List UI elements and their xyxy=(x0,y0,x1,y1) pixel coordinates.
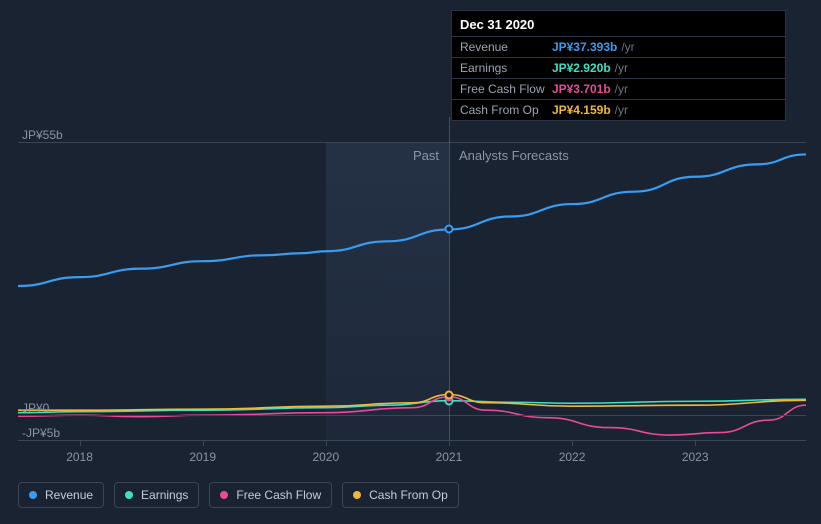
legend-dot-icon xyxy=(220,491,228,499)
legend-label: Earnings xyxy=(141,488,188,502)
tooltip-row-cfo: Cash From OpJP¥4.159b/yr xyxy=(452,99,785,120)
legend-dot-icon xyxy=(125,491,133,499)
tooltip-label: Revenue xyxy=(460,40,552,54)
legend-item-fcf[interactable]: Free Cash Flow xyxy=(209,482,332,508)
legend: Revenue Earnings Free Cash Flow Cash From O… xyxy=(18,482,459,508)
tooltip-unit: /yr xyxy=(615,61,628,75)
x-axis-label: 2023 xyxy=(682,450,709,464)
tooltip-row-revenue: RevenueJP¥37.393b/yr xyxy=(452,36,785,57)
x-tick-mark xyxy=(203,440,204,446)
x-axis-label: 2022 xyxy=(559,450,586,464)
tooltip-value: JP¥4.159b xyxy=(552,103,611,117)
tooltip-value: JP¥37.393b xyxy=(552,40,617,54)
legend-item-revenue[interactable]: Revenue xyxy=(18,482,104,508)
tooltip-value: JP¥3.701b xyxy=(552,82,611,96)
legend-item-earnings[interactable]: Earnings xyxy=(114,482,199,508)
x-tick-mark xyxy=(80,440,81,446)
y-gridline xyxy=(18,440,806,441)
y-axis-label: JP¥0 xyxy=(22,401,49,415)
legend-label: Free Cash Flow xyxy=(236,488,321,502)
legend-dot-icon xyxy=(353,491,361,499)
x-tick-mark xyxy=(572,440,573,446)
hover-tooltip: Dec 31 2020 RevenueJP¥37.393b/yrEarnings… xyxy=(451,10,786,121)
tooltip-value: JP¥2.920b xyxy=(552,61,611,75)
x-axis-label: 2020 xyxy=(312,450,339,464)
tooltip-row-fcf: Free Cash FlowJP¥3.701b/yr xyxy=(452,78,785,99)
x-axis-label: 2018 xyxy=(66,450,93,464)
x-axis: 2018 2019 2020 2021 2022 2023 xyxy=(18,450,806,470)
x-tick-mark xyxy=(695,440,696,446)
y-axis-label: JP¥55b xyxy=(22,128,63,142)
y-axis-label: -JP¥5b xyxy=(22,426,60,440)
y-gridline xyxy=(18,142,806,143)
line-svg xyxy=(18,142,806,440)
tooltip-date: Dec 31 2020 xyxy=(452,11,785,36)
plot-region[interactable]: JP¥55bJP¥0-JP¥5b xyxy=(18,142,806,440)
tooltip-label: Cash From Op xyxy=(460,103,552,117)
hover-dot-revenue xyxy=(444,225,453,234)
tooltip-row-earnings: EarningsJP¥2.920b/yr xyxy=(452,57,785,78)
legend-dot-icon xyxy=(29,491,37,499)
tooltip-unit: /yr xyxy=(615,103,628,117)
tooltip-label: Earnings xyxy=(460,61,552,75)
hover-dot-cfo xyxy=(444,390,453,399)
legend-label: Cash From Op xyxy=(369,488,448,502)
tooltip-unit: /yr xyxy=(621,40,634,54)
x-axis-label: 2019 xyxy=(189,450,216,464)
x-tick-mark xyxy=(449,440,450,446)
y-gridline xyxy=(18,415,806,416)
legend-label: Revenue xyxy=(45,488,93,502)
x-tick-mark xyxy=(326,440,327,446)
tooltip-label: Free Cash Flow xyxy=(460,82,552,96)
series-line-revenue xyxy=(18,154,806,286)
legend-item-cfo[interactable]: Cash From Op xyxy=(342,482,459,508)
x-axis-label: 2021 xyxy=(436,450,463,464)
tooltip-unit: /yr xyxy=(615,82,628,96)
